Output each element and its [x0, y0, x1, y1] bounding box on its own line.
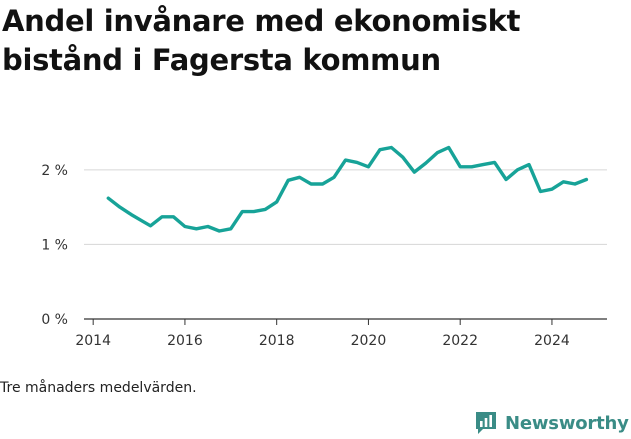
gridlines: [84, 169, 607, 320]
chart-title: Andel invånare med ekonomiskt bistånd i …: [2, 4, 521, 77]
y-tick-label: 1 %: [41, 237, 68, 253]
series: [106, 145, 589, 233]
x-tick-label: 2024: [534, 333, 570, 349]
brand-logo[interactable]: Newsworthy: [474, 408, 629, 438]
x-tick-label: 2018: [259, 333, 295, 349]
y-axis: 0 % 1 % 2 %: [41, 163, 68, 328]
y-tick-label: 0 %: [41, 312, 68, 328]
newsworthy-logo-icon: [476, 412, 496, 434]
x-tick-label: 2020: [351, 333, 387, 349]
y-tick-label: 2 %: [41, 163, 68, 179]
x-tick-label: 2014: [75, 333, 111, 349]
x-tick-label: 2022: [442, 333, 478, 349]
footnote: Tre månaders medelvärden.: [0, 380, 197, 396]
brand-name: Newsworthy: [505, 412, 629, 434]
x-tick-label: 2016: [167, 333, 203, 349]
x-axis: 2014 2016 2018 2020 2022 2024: [75, 319, 570, 349]
series-line: [106, 145, 589, 233]
